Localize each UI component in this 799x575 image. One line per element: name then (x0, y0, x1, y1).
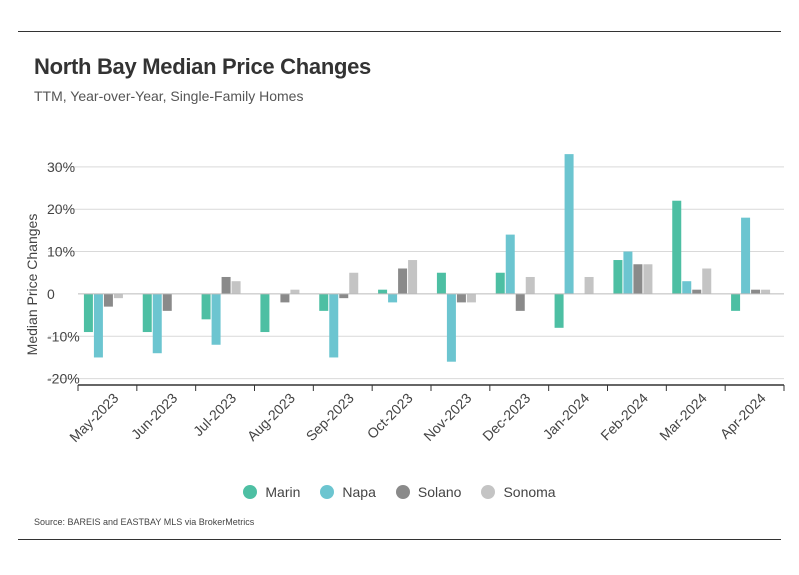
x-tick-label: Nov-2023 (420, 390, 474, 444)
bar-sonoma-may-2023 (113, 293, 123, 299)
legend-label-napa: Napa (342, 484, 376, 500)
x-tick-label: Jan-2024 (540, 390, 593, 443)
legend-swatch-sonoma (481, 485, 496, 499)
legend: Marin Napa Solano Sonoma (0, 484, 799, 500)
legend-item-sonoma: Sonoma (481, 484, 556, 500)
legend-swatch-napa (320, 485, 335, 499)
legend-item-marin: Marin (243, 484, 300, 500)
bar-solano-oct-2023 (398, 268, 408, 294)
bar-solano-feb-2024 (633, 264, 643, 294)
bar-sonoma-nov-2023 (466, 293, 476, 303)
chart-title: North Bay Median Price Changes (34, 54, 371, 79)
bar-marin-feb-2024 (613, 260, 623, 294)
bar-sonoma-mar-2024 (702, 268, 712, 294)
x-tick-label: Jun-2023 (128, 390, 181, 443)
bar-napa-sep-2023 (329, 293, 339, 358)
bar-solano-mar-2024 (692, 289, 702, 294)
legend-label-sonoma: Sonoma (503, 484, 556, 500)
bar-marin-oct-2023 (378, 289, 388, 294)
x-tick-label: Sep-2023 (303, 390, 357, 444)
bar-napa-oct-2023 (388, 293, 398, 303)
y-tick-label: 0 (47, 286, 55, 302)
bar-marin-aug-2023 (260, 293, 270, 333)
bar-marin-jan-2024 (554, 293, 564, 328)
x-tick-label: Dec-2023 (479, 390, 533, 444)
bar-solano-dec-2023 (515, 293, 525, 311)
bar-sonoma-feb-2024 (643, 264, 653, 294)
chart-canvas: 30% 20% 10% 0 -10% -20% Median Price Changes Ma… (24, 154, 785, 445)
bar-sonoma-sep-2023 (349, 272, 359, 294)
legend-item-solano: Solano (395, 484, 462, 500)
bar-marin-may-2023 (83, 293, 93, 333)
chart-subtitle: TTM, Year-over-Year, Single-Family Homes (34, 88, 304, 104)
bar-solano-may-2023 (103, 293, 113, 307)
bar-napa-may-2023 (93, 293, 103, 358)
x-tick-label: Jul-2023 (190, 390, 239, 439)
legend-item-napa: Napa (320, 484, 376, 500)
x-tick-label: Aug-2023 (244, 390, 298, 444)
x-tick-label: Feb-2024 (597, 390, 651, 444)
x-tick-label: Mar-2024 (656, 390, 710, 444)
bar-napa-mar-2024 (682, 281, 692, 294)
bar-napa-nov-2023 (446, 293, 456, 362)
bar-marin-jul-2023 (201, 293, 211, 320)
bottom-rule (18, 539, 781, 540)
bar-sonoma-apr-2024 (761, 289, 771, 294)
bar-solano-sep-2023 (339, 293, 349, 299)
legend-swatch-solano (395, 485, 410, 499)
bar-sonoma-dec-2023 (525, 276, 535, 294)
bar-solano-apr-2024 (751, 289, 761, 294)
x-tick-label: May-2023 (66, 390, 121, 445)
bar-napa-feb-2024 (623, 251, 633, 294)
bar-sonoma-jul-2023 (231, 281, 241, 294)
x-tick-label: Apr-2024 (717, 390, 769, 442)
y-tick-label: 20% (47, 201, 75, 217)
bar-sonoma-oct-2023 (408, 260, 418, 294)
y-tick-label: -20% (47, 371, 80, 387)
bar-marin-apr-2024 (731, 293, 741, 311)
bar-marin-dec-2023 (495, 272, 505, 294)
bar-napa-apr-2024 (741, 217, 751, 294)
bar-solano-jul-2023 (221, 276, 231, 294)
bar-napa-jul-2023 (211, 293, 221, 345)
y-tick-label: -10% (47, 328, 80, 344)
bar-sonoma-aug-2023 (290, 289, 300, 294)
legend-swatch-marin (243, 485, 258, 499)
bar-marin-jun-2023 (142, 293, 152, 333)
bar-marin-sep-2023 (319, 293, 329, 311)
top-rule (18, 31, 781, 32)
y-axis-title: Median Price Changes (24, 214, 40, 356)
x-tick-label: Oct-2023 (364, 390, 416, 442)
legend-label-solano: Solano (417, 484, 462, 500)
bar-napa-jun-2023 (152, 293, 162, 354)
y-tick-label: 10% (47, 244, 75, 260)
bar-napa-jan-2024 (564, 154, 574, 294)
source-note: Source: BAREIS and EASTBAY MLS via Broke… (34, 517, 255, 527)
bar-sonoma-jan-2024 (584, 276, 594, 294)
bar-napa-dec-2023 (505, 234, 515, 294)
bar-solano-jun-2023 (162, 293, 172, 311)
bar-marin-nov-2023 (436, 272, 446, 294)
bar-marin-mar-2024 (672, 200, 682, 294)
bar-solano-aug-2023 (280, 293, 290, 303)
bar-solano-nov-2023 (456, 293, 466, 303)
legend-label-marin: Marin (265, 484, 301, 500)
y-tick-label: 30% (47, 159, 75, 175)
